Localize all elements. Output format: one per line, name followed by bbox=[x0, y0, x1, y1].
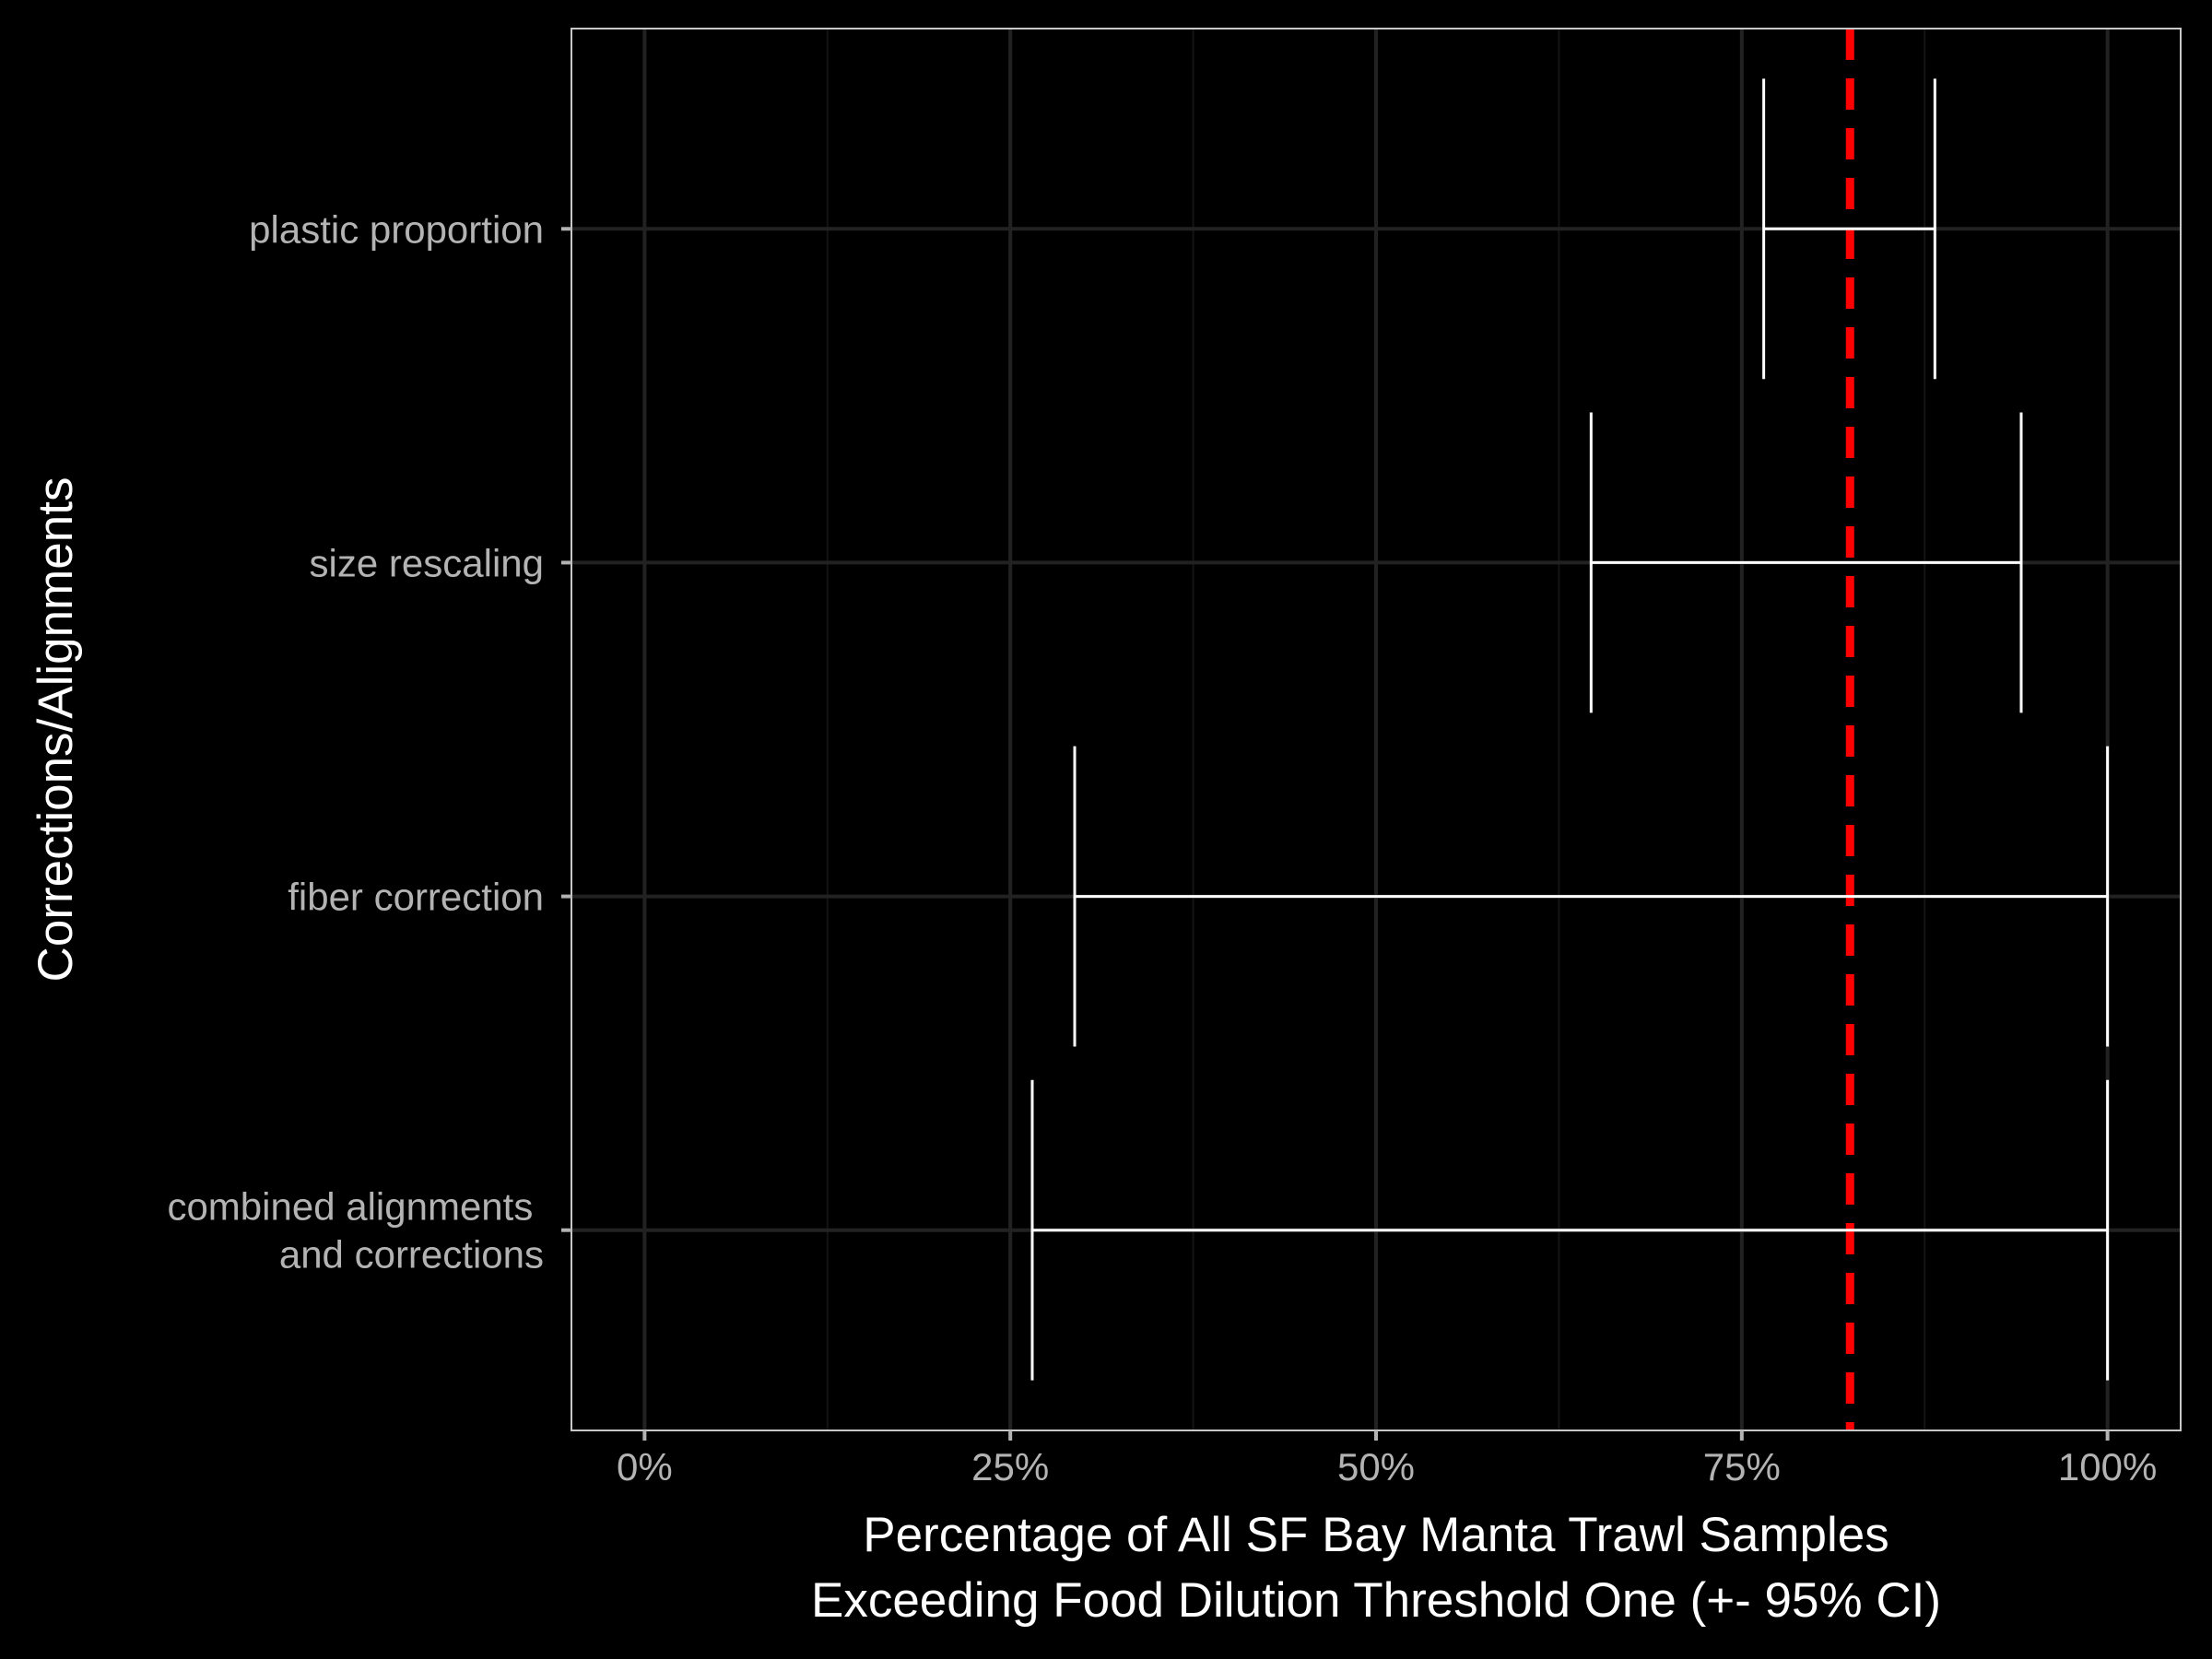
y-tick-label: size rescaling bbox=[310, 541, 544, 584]
axis-title-layer: Percentage of All SF Bay Manta Trawl Sam… bbox=[29, 477, 1941, 1628]
x-tick-label: 75% bbox=[1703, 1445, 1781, 1488]
axis-layer: 0% 25% 50% 75% 100% plastic proportion size re… bbox=[167, 207, 2157, 1488]
x-tick-label: 25% bbox=[971, 1445, 1049, 1488]
y-tick-label-line: combined alignments bbox=[167, 1185, 544, 1229]
x-axis-title-line: Exceeding Food Dilution Threshold One (+… bbox=[811, 1573, 1941, 1628]
y-axis-title: Corrections/Alignments bbox=[29, 477, 83, 982]
x-tick-label: 100% bbox=[2058, 1445, 2157, 1488]
errorbar bbox=[1030, 1079, 2110, 1381]
y-tick-label-line: size rescaling bbox=[310, 541, 544, 584]
errorbar-layer bbox=[1030, 78, 2110, 1381]
errorbar bbox=[1589, 412, 2023, 713]
x-axis-title-line: Percentage of All SF Bay Manta Trawl Sam… bbox=[863, 1508, 1889, 1562]
errorbar bbox=[1762, 78, 1936, 380]
y-tick-label-line: fiber correction bbox=[288, 876, 544, 919]
x-tick-label: 0% bbox=[617, 1445, 673, 1488]
grid-layer bbox=[571, 29, 2181, 1430]
errorbar bbox=[1073, 746, 2110, 1047]
y-tick-label-line: plastic proportion bbox=[249, 207, 544, 251]
y-tick-label-line: and corrections bbox=[279, 1233, 544, 1277]
x-tick-label: 50% bbox=[1337, 1445, 1415, 1488]
y-tick-label: combined alignments and corrections bbox=[167, 1185, 544, 1277]
y-tick-label: plastic proportion bbox=[249, 207, 544, 251]
y-tick-label: fiber correction bbox=[288, 876, 544, 919]
